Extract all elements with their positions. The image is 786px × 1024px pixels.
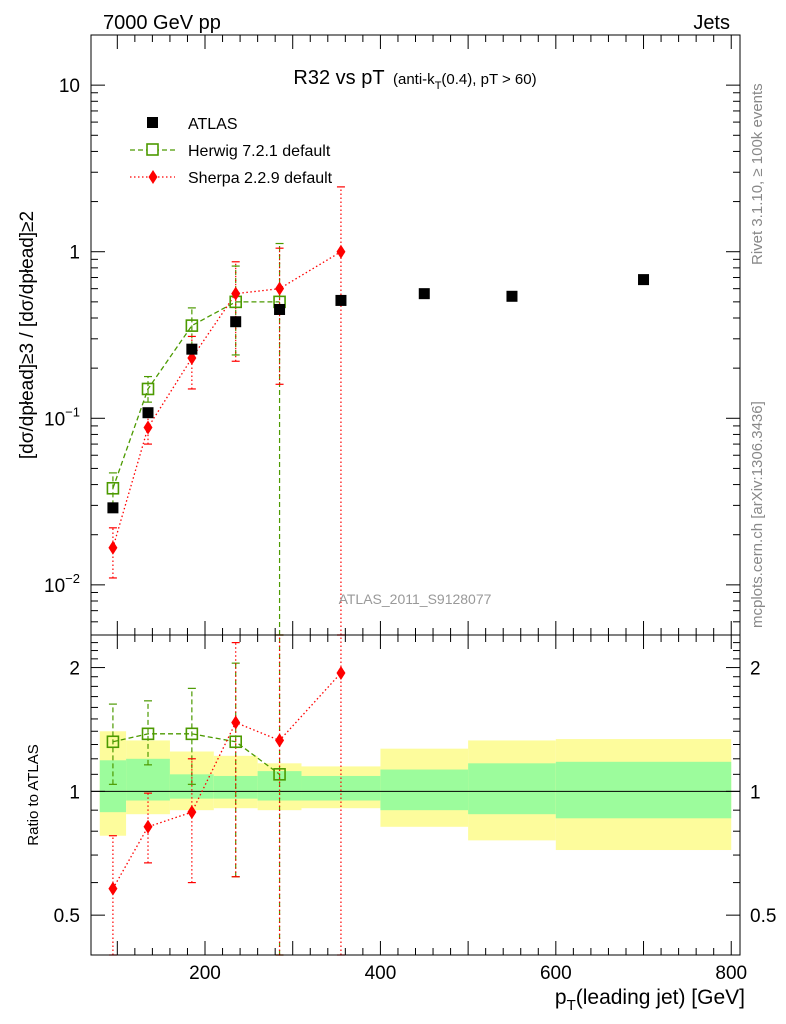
main-herwig-point bbox=[141, 382, 155, 396]
main-sherpa-point bbox=[108, 540, 118, 555]
x-tick-label: 800 bbox=[715, 963, 747, 984]
main-sherpa-point bbox=[336, 244, 346, 259]
main-markers bbox=[106, 244, 650, 555]
main-atlas-point bbox=[142, 407, 154, 419]
ratio-band-green bbox=[555, 761, 732, 819]
main-atlas-point bbox=[107, 502, 119, 514]
main-atlas-point bbox=[186, 343, 198, 355]
x-tick-label: 400 bbox=[365, 963, 397, 984]
legend-sherpa-label: Sherpa 2.2.9 default bbox=[188, 170, 333, 187]
legend-herwig-label: Herwig 7.2.1 default bbox=[188, 143, 331, 160]
ratio-y-tick-label-left: 1 bbox=[69, 782, 80, 803]
legend-sherpa-marker bbox=[148, 170, 158, 184]
ratio-herwig-point bbox=[141, 727, 155, 741]
ratio-band-green bbox=[99, 760, 127, 813]
main-atlas-point bbox=[335, 294, 347, 306]
main-series-lines bbox=[112, 251, 342, 548]
main-y-axis-label: [dσ/dpłead]≥3 / [dσ/dpłead]≥2 bbox=[17, 211, 38, 459]
legend-atlas-marker bbox=[147, 117, 158, 128]
ratio-y-tick-label-right: 0.5 bbox=[750, 906, 776, 927]
ratio-herwig-point bbox=[229, 735, 243, 749]
ratio-band-green bbox=[380, 769, 469, 811]
main-y-tick-label: 10−1 bbox=[44, 404, 80, 430]
main-y-tick-label: 10−2 bbox=[44, 571, 80, 597]
ratio-sherpa-point bbox=[108, 881, 118, 896]
mcplots-label: mcplots.cern.ch [arXiv:1306.3436] bbox=[749, 401, 766, 628]
main-herwig-line bbox=[112, 301, 280, 489]
main-atlas-point bbox=[274, 303, 286, 315]
main-herwig-point bbox=[185, 319, 199, 332]
analysis-watermark: ATLAS_2011_S9128077 bbox=[339, 591, 492, 607]
ratio-y-tick-label-left: 0.5 bbox=[54, 906, 80, 927]
ratio-sherpa-point bbox=[187, 805, 197, 820]
main-y-tick-label: 10 bbox=[59, 76, 80, 97]
ratio-frame bbox=[90, 634, 741, 956]
main-atlas-point bbox=[418, 288, 430, 300]
legend: ATLAS Herwig 7.2.1 default Sherpa 2.2.9 … bbox=[130, 116, 333, 187]
ratio-herwig-point bbox=[273, 768, 286, 781]
ratio-tick-labels: 0.5 0.5 1 1 2 2 200 400 600 800 bbox=[54, 659, 777, 984]
ratio-y-axis-label: Ratio to ATLAS bbox=[25, 744, 42, 845]
x-axis-label: pT(leading jet) [GeV] bbox=[555, 986, 745, 1014]
ratio-sherpa-point bbox=[143, 819, 153, 834]
ratio-sherpa-point bbox=[275, 733, 285, 748]
main-atlas-point bbox=[506, 290, 518, 302]
main-sherpa-line bbox=[112, 251, 342, 548]
main-tick-labels: 10−2 10−1 1 10 bbox=[44, 76, 80, 597]
main-atlas-point bbox=[638, 274, 650, 286]
main-sherpa-point bbox=[143, 420, 153, 435]
header-right: Jets bbox=[693, 12, 730, 34]
ratio-herwig-point bbox=[106, 735, 120, 749]
main-herwig-point bbox=[106, 481, 120, 495]
ratio-y-tick-label-right: 2 bbox=[750, 659, 761, 680]
header-left: 7000 GeV pp bbox=[103, 12, 221, 34]
ratio-y-tick-label-left: 2 bbox=[69, 659, 80, 680]
ratio-markers bbox=[106, 666, 346, 896]
ratio-band-green bbox=[301, 775, 381, 801]
rivet-label: Rivet 3.1.10, ≥ 100k events bbox=[749, 83, 766, 265]
legend-atlas-label: ATLAS bbox=[188, 116, 238, 133]
ratio-sherpa-point bbox=[336, 666, 346, 681]
ratio-y-tick-label-right: 1 bbox=[750, 782, 761, 803]
ratio-uncertainty-bands bbox=[99, 731, 732, 851]
x-tick-label: 200 bbox=[189, 963, 221, 984]
main-axis-ticks bbox=[91, 34, 740, 636]
ratio-band-green bbox=[468, 763, 556, 815]
main-atlas-point bbox=[230, 316, 242, 328]
ratio-herwig-point bbox=[185, 727, 199, 741]
x-tick-label: 600 bbox=[540, 963, 572, 984]
main-sherpa-point bbox=[231, 286, 241, 301]
ratio-sherpa-point bbox=[231, 715, 241, 730]
legend-herwig-marker bbox=[146, 143, 159, 156]
main-y-tick-label: 1 bbox=[69, 243, 80, 264]
main-title: R32 vs pT (anti-kT(0.4), pT > 60) bbox=[293, 67, 536, 92]
ratio-error-bars bbox=[108, 634, 345, 956]
main-sherpa-point bbox=[275, 281, 285, 296]
